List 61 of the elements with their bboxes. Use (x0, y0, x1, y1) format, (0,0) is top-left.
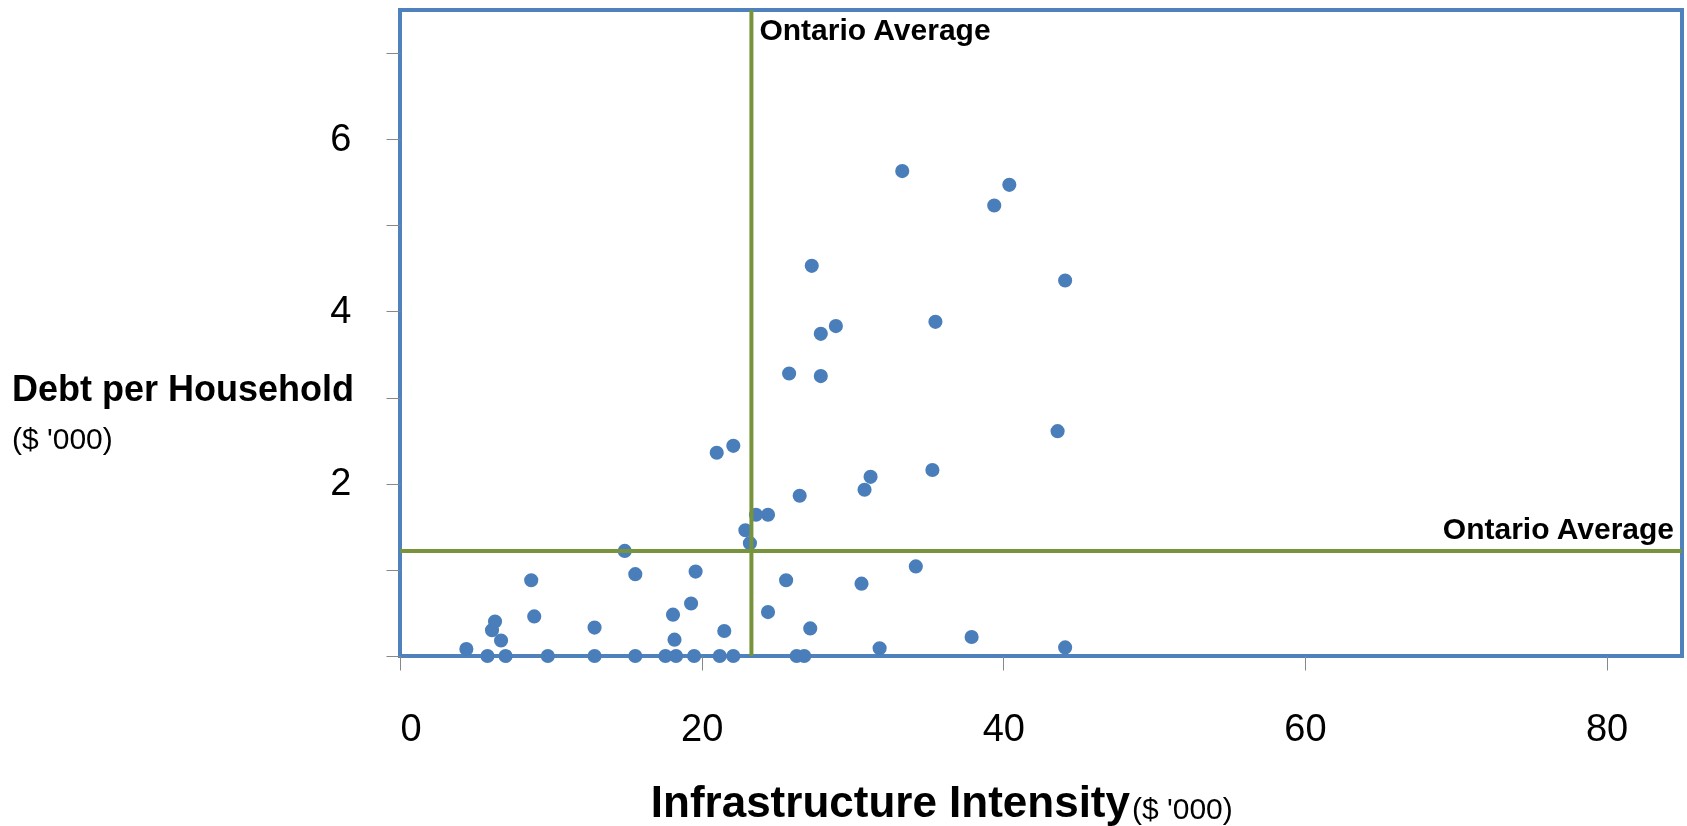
point (726, 648, 741, 664)
point (726, 438, 741, 453)
point (804, 258, 819, 273)
point (587, 620, 602, 635)
point (498, 648, 513, 664)
point (628, 567, 643, 582)
y-axis-title: Debt per Household (12, 368, 355, 409)
point (709, 445, 724, 460)
point (480, 648, 495, 664)
point (628, 648, 643, 664)
point (684, 596, 699, 611)
point (717, 623, 732, 639)
point (895, 164, 910, 179)
x-tick-label: 80 (1585, 706, 1629, 749)
point (872, 641, 887, 656)
point (587, 648, 602, 664)
x-tick-label: 20 (681, 706, 724, 749)
point (665, 607, 681, 622)
point (987, 198, 1002, 213)
point (828, 319, 843, 334)
point (760, 507, 776, 522)
point (1058, 640, 1073, 655)
point (792, 488, 807, 503)
point (1050, 424, 1065, 439)
ref-line-label: Ontario Average (1442, 511, 1674, 545)
point (857, 482, 872, 497)
point (493, 633, 509, 648)
point (908, 559, 923, 574)
point (964, 629, 979, 645)
point (925, 462, 940, 478)
point (524, 573, 539, 588)
x-tick-label: 40 (982, 706, 1025, 749)
point (687, 648, 702, 664)
point (1058, 273, 1073, 288)
point (863, 469, 878, 484)
point (782, 366, 797, 381)
point (854, 576, 869, 591)
ref-line-label: Ontario Average (759, 13, 991, 46)
point (459, 642, 474, 657)
y-tick-label: 2 (330, 461, 352, 504)
point (487, 614, 503, 629)
point (803, 621, 818, 636)
x-tick-label: 60 (1284, 706, 1327, 749)
text: ($ '000) (1132, 792, 1233, 825)
point (688, 564, 703, 579)
point (813, 369, 828, 384)
point (540, 648, 555, 664)
point (779, 573, 794, 588)
point (1002, 177, 1017, 192)
y-tick-label: 4 (330, 288, 352, 331)
y-tick-label: 6 (330, 116, 352, 159)
point (527, 609, 542, 624)
point (760, 605, 776, 620)
point (813, 326, 828, 341)
x-axis-title: Infrastructure Intensity (650, 777, 1131, 826)
x-tick-label: 0 (400, 706, 422, 749)
point (712, 648, 727, 664)
point (668, 648, 684, 664)
text: ($ '000) (12, 422, 113, 455)
point (667, 632, 682, 647)
point (928, 314, 943, 329)
